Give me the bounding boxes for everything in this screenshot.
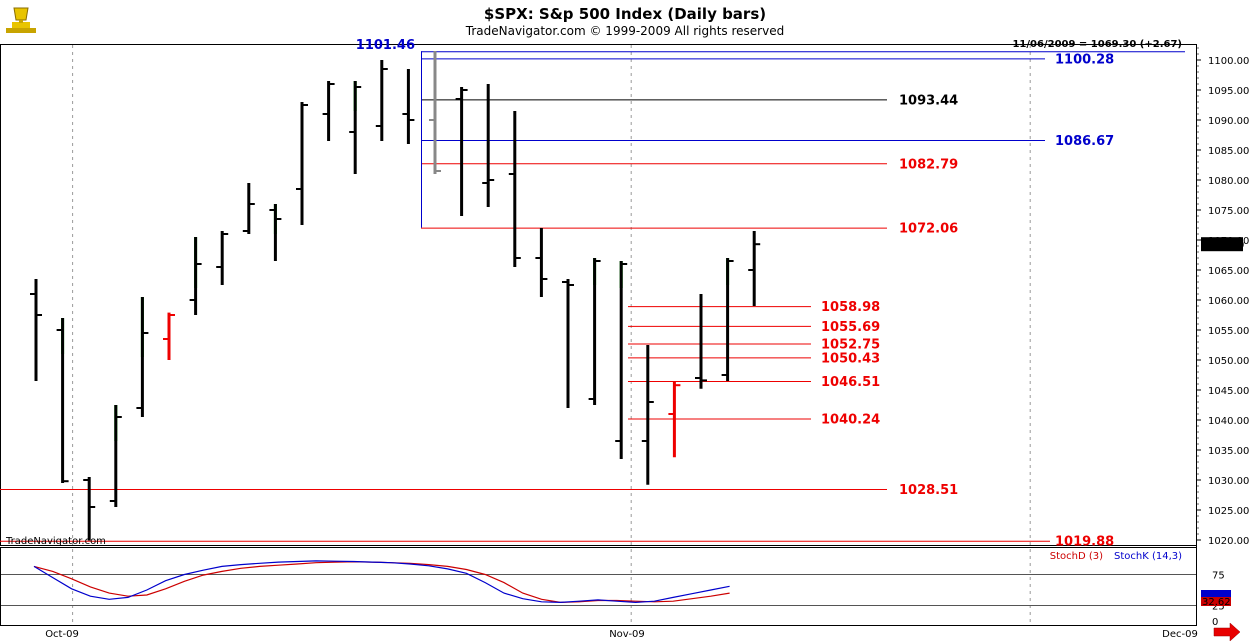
ohlc-bar-6 — [189, 237, 202, 315]
level-label-9: 1050.43 — [821, 351, 880, 366]
ohlc-bar-14 — [402, 69, 415, 144]
stoch-y-label-2: 0 — [1212, 617, 1218, 628]
chart-title: $SPX: S&p 500 Index (Daily bars) — [484, 5, 766, 23]
x-label-0: Oct-09 — [45, 629, 79, 640]
level-label-8: 1052.75 — [821, 338, 880, 353]
ohlc-bar-18 — [508, 111, 521, 267]
stoch-k-marker — [1201, 590, 1231, 598]
price-y-axis: 1100.00 1095.00 1090.00 1085.00 1080.00 1075.… — [1196, 47, 1249, 547]
ohlc-bar-26 — [721, 258, 734, 381]
ohlc-bar-27 — [748, 231, 761, 306]
y-tick-label-11: 1045.00 — [1208, 386, 1249, 397]
last-price-box — [1201, 237, 1243, 252]
ohlc-bar-10 — [296, 102, 308, 225]
ohlc-bar-2 — [83, 477, 96, 541]
y-tick-label-5: 1075.00 — [1208, 206, 1249, 217]
x-label-1: Nov-09 — [609, 629, 645, 640]
stoch-legend-k: StochK (14,3) — [1114, 551, 1182, 562]
ohlc-bar-13 — [375, 60, 388, 141]
vertical-grid — [72, 45, 1031, 625]
level-label-5: 1072.06 — [899, 222, 958, 237]
x-label-2: Dec-09 — [1162, 629, 1198, 640]
y-tick-label-14: 1030.00 — [1208, 476, 1249, 487]
chart-subtitle: TradeNavigator.com © 1999-2009 All right… — [465, 24, 784, 38]
level-label-13: 1019.88 — [1055, 535, 1114, 550]
y-tick-label-3: 1085.00 — [1208, 146, 1249, 157]
ohlc-bar-11 — [322, 81, 335, 141]
ohlc-bar-3 — [109, 405, 122, 507]
ohlc-bar-23 — [641, 345, 654, 485]
level-label-11: 1040.24 — [821, 413, 880, 428]
ohlc-bar-25 — [695, 294, 707, 389]
stoch-d-marker — [1201, 597, 1231, 606]
logo-trophy-icon — [6, 7, 36, 33]
ohlc-bar-15 — [429, 51, 441, 174]
y-tick-label-9: 1055.00 — [1208, 326, 1249, 337]
level-label-6: 1058.98 — [821, 300, 880, 315]
level-label-7: 1055.69 — [821, 320, 880, 335]
last-price-label: 1069.30 — [1203, 240, 1244, 251]
level-label-12: 1028.51 — [899, 483, 958, 498]
y-tick-label-10: 1050.00 — [1208, 356, 1249, 367]
level-label-10: 1046.51 — [821, 375, 880, 390]
y-tick-label-0: 1100.00 — [1208, 56, 1249, 67]
stochastic-pane: 75 25 0 StochD (3) StochK (14,3) 32.62 — [1, 551, 1231, 628]
ohlc-bar-12 — [349, 81, 362, 174]
y-tick-label-1: 1095.00 — [1208, 86, 1249, 97]
y-tick-label-8: 1060.00 — [1208, 296, 1249, 307]
x-axis: Oct-09 Nov-09 Dec-09 — [45, 629, 1198, 640]
ohlc-bar-17 — [482, 84, 495, 207]
level-label-2: 1093.44 — [899, 93, 958, 108]
y-tick-label-15: 1025.00 — [1208, 506, 1249, 517]
watermark: TradeNavigator.com — [5, 536, 106, 547]
ohlc-bar-5 — [163, 312, 175, 360]
level-label-3: 1086.67 — [1055, 134, 1114, 149]
stoch-legend-d: StochD (3) — [1050, 551, 1103, 562]
stoch-y-label-1: 25 — [1212, 602, 1225, 613]
ohlc-bar-19 — [535, 228, 548, 297]
y-tick-label-13: 1035.00 — [1208, 446, 1249, 457]
level-lines: 1101.46 1100.28 1093.44 1086.67 1082.79 1072.… — [0, 38, 1185, 550]
ohlc-bar-0 — [30, 279, 42, 381]
ohlc-bar-22 — [615, 261, 628, 459]
ohlc-bar-7 — [216, 231, 229, 285]
stoch-last-value: 32.62 — [1202, 597, 1231, 608]
y-tick-label-7: 1065.00 — [1208, 266, 1249, 277]
ohlc-bar-21 — [588, 258, 601, 405]
ohlc-bar-8 — [242, 183, 255, 234]
ohlc-bar-1 — [56, 318, 69, 483]
ohlc-bar-24 — [668, 381, 681, 458]
y-tick-label-16: 1020.00 — [1208, 536, 1249, 547]
level-label-4: 1082.79 — [899, 157, 958, 172]
scroll-right-arrow-icon[interactable] — [1213, 622, 1241, 642]
y-tick-label-4: 1080.00 — [1208, 176, 1249, 187]
stoch-y-label-0: 75 — [1212, 571, 1225, 582]
level-label-0: 1101.46 — [356, 38, 415, 53]
level-label-1: 1100.28 — [1055, 52, 1114, 67]
stoch-series-1 — [33, 560, 730, 604]
ohlc-bar-4 — [136, 297, 149, 417]
ohlc-bar-16 — [455, 87, 468, 216]
ohlc-bar-20 — [562, 279, 574, 408]
y-tick-label-2: 1090.00 — [1208, 116, 1249, 127]
y-tick-label-12: 1040.00 — [1208, 416, 1249, 427]
price-bars — [30, 51, 761, 541]
ohlc-bar-9 — [269, 204, 282, 261]
